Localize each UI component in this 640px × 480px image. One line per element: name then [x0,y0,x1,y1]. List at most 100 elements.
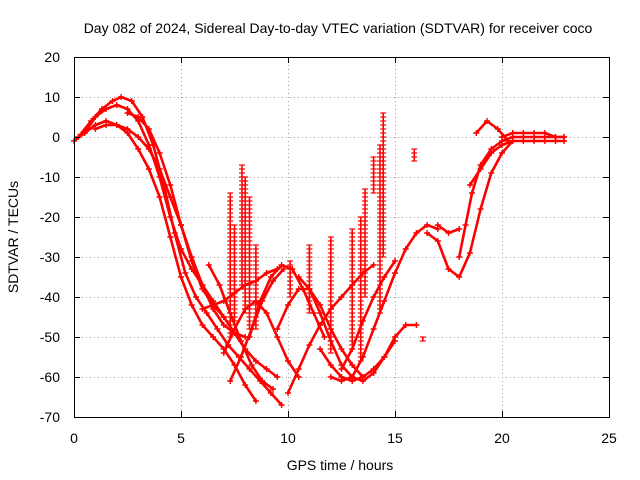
marker-point [370,326,377,332]
series-track-19 [457,135,566,259]
marker-point [392,270,398,276]
marker-point [182,270,189,276]
marker-point [413,230,420,236]
marker-point [263,270,270,276]
marker-point [285,302,291,308]
marker-point [259,378,266,384]
marker-point [370,366,377,372]
marker-point [267,274,274,280]
marker-point [199,306,206,312]
marker-point [370,294,377,300]
series-track-14 [318,339,397,383]
marker-point [274,374,281,380]
marker-point [477,166,484,172]
marker-point [488,150,495,156]
y-tick-label: -50 [40,329,60,345]
plot-area [71,94,568,408]
y-tick-label: -20 [40,209,60,225]
marker-point [317,322,324,328]
marker-point [81,130,88,136]
x-tick-label: 10 [280,430,296,446]
marker-point [252,358,259,364]
marker-point [263,366,270,372]
marker-point [220,350,227,356]
y-tick-label: -30 [40,249,60,265]
marker-point [477,206,484,212]
y-axis-label: SDTVAR / TECUs [5,181,21,293]
marker-point [205,262,212,268]
marker-point [267,390,274,396]
series-track-2 [77,95,283,407]
marker-point [338,366,345,372]
marker-point [192,294,199,300]
y-tick-label: 20 [44,49,60,65]
marker-point [445,230,452,236]
marker-point [237,354,244,360]
x-tick-label: 5 [177,430,185,446]
marker-point [349,346,356,352]
marker-point [469,190,476,196]
marker-point [499,142,505,148]
marker-point [199,286,206,292]
marker-point [499,134,505,140]
x-axis-label: GPS time / hours [287,457,394,473]
marker-point [278,402,285,408]
marker-point [109,98,116,104]
marker-point [338,294,345,300]
marker-point [552,134,559,140]
marker-point [541,130,548,136]
marker-point [178,222,184,228]
marker-point [210,302,217,308]
x-tick-label: 0 [70,430,78,446]
plot-frame [74,57,610,418]
x-tick-label: 20 [494,430,510,446]
marker-point [338,378,345,384]
marker-point [274,326,281,332]
marker-point [317,302,324,308]
marker-point [359,374,366,380]
marker-point [270,278,277,284]
marker-point [541,138,548,144]
x-tick-label: 15 [387,430,403,446]
marker-point [199,322,206,328]
marker-point [381,354,388,360]
marker-point [494,126,501,132]
marker-point [531,138,538,144]
marker-point [145,166,152,172]
marker-point [237,338,244,344]
marker-point [505,138,512,144]
marker-point [531,130,538,136]
marker-point [473,130,480,136]
marker-point [227,378,234,384]
y-tick-label: -70 [40,409,60,425]
marker-point [246,334,253,340]
marker-point [445,266,452,272]
marker-point [203,310,210,316]
marker-point [124,126,131,132]
marker-point [113,122,120,128]
marker-point [349,362,356,368]
marker-point [462,222,469,228]
marker-point [338,346,345,352]
marker-point [509,130,516,136]
marker-point [456,226,463,232]
marker-point [392,258,398,264]
series-track-4 [94,123,247,339]
marker-point [220,314,227,320]
marker-point [167,234,174,240]
marker-point [156,150,163,156]
marker-point [484,118,491,124]
marker-point [520,138,527,144]
marker-point [103,122,110,128]
marker-point [263,310,270,316]
marker-point [145,126,152,132]
marker-point [274,334,281,340]
marker-point [210,334,217,340]
marker-point [295,274,302,280]
marker-point [321,334,328,340]
marker-point [466,182,473,188]
marker-point [413,322,420,328]
series-track-20 [468,139,566,187]
marker-point [349,374,356,380]
axis-ticks [74,57,610,418]
